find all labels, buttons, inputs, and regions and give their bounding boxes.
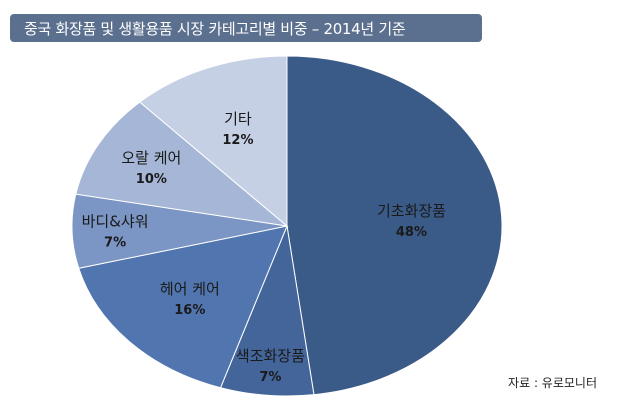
slice-percent-label: 12% bbox=[222, 133, 253, 148]
slice-label: 기초화장품 bbox=[377, 202, 446, 220]
slice-percent-label: 7% bbox=[259, 370, 281, 385]
chart-title-bar: 중국 화장품 및 생활용품 시장 카테고리별 비중 – 2014년 기준 bbox=[10, 14, 482, 42]
slice-label: 기타 bbox=[224, 110, 252, 128]
slice-percent-label: 16% bbox=[174, 303, 205, 318]
slice-percent-label: 10% bbox=[136, 172, 167, 187]
source-note: 자료 : 유로모니터 bbox=[508, 376, 597, 390]
pie-slice bbox=[75, 101, 289, 227]
slice-label: 색조화장품 bbox=[236, 347, 305, 365]
chart-title: 중국 화장품 및 생활용품 시장 카테고리별 비중 – 2014년 기준 bbox=[24, 19, 406, 38]
slice-label: 오랄 케어 bbox=[121, 149, 181, 167]
slice-percent-label: 48% bbox=[396, 225, 427, 240]
pie-slice bbox=[139, 55, 288, 228]
pie-slice bbox=[286, 55, 503, 396]
pie-slice bbox=[78, 225, 288, 389]
slice-label: 헤어 케어 bbox=[160, 280, 220, 298]
slice-label: 바디&샤워 bbox=[82, 212, 149, 230]
slice-percent-label: 7% bbox=[104, 235, 126, 250]
